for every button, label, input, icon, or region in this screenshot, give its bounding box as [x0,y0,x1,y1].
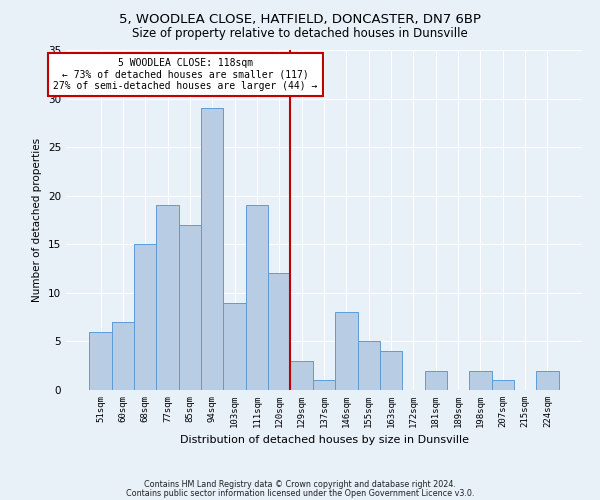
Bar [290,361,313,390]
Bar [179,225,201,390]
Bar [469,370,491,390]
Text: Size of property relative to detached houses in Dunsville: Size of property relative to detached ho… [132,28,468,40]
Bar [313,380,335,390]
Text: Contains HM Land Registry data © Crown copyright and database right 2024.: Contains HM Land Registry data © Crown c… [144,480,456,489]
Bar [201,108,223,390]
Bar [157,206,179,390]
Text: 5 WOODLEA CLOSE: 118sqm
← 73% of detached houses are smaller (117)
27% of semi-d: 5 WOODLEA CLOSE: 118sqm ← 73% of detache… [53,58,317,91]
Bar [335,312,358,390]
Bar [536,370,559,390]
X-axis label: Distribution of detached houses by size in Dunsville: Distribution of detached houses by size … [179,436,469,446]
Bar [268,274,290,390]
Bar [358,342,380,390]
Bar [491,380,514,390]
Bar [223,302,246,390]
Bar [89,332,112,390]
Bar [246,206,268,390]
Text: 5, WOODLEA CLOSE, HATFIELD, DONCASTER, DN7 6BP: 5, WOODLEA CLOSE, HATFIELD, DONCASTER, D… [119,12,481,26]
Bar [112,322,134,390]
Bar [425,370,447,390]
Bar [380,351,402,390]
Bar [134,244,157,390]
Y-axis label: Number of detached properties: Number of detached properties [32,138,43,302]
Text: Contains public sector information licensed under the Open Government Licence v3: Contains public sector information licen… [126,489,474,498]
